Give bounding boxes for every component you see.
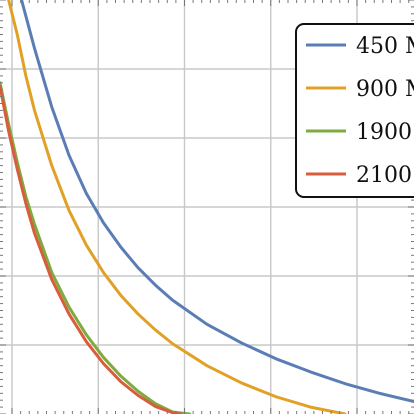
series-line-2 xyxy=(7,0,347,414)
legend-label-1900: 1900 MHz xyxy=(356,120,414,145)
legend-box xyxy=(295,23,414,198)
legend-label-450: 450 MHz xyxy=(356,34,414,59)
legend-label-900: 900 MHz xyxy=(356,77,414,102)
legend-label-2100: 2100 MHz xyxy=(356,163,414,188)
series-line-1 xyxy=(20,0,414,404)
series-line-3 xyxy=(0,81,192,414)
series-line-4 xyxy=(0,84,183,414)
legend: 450 MHz 900 MHz 1900 MHz 2100 MHz xyxy=(295,23,414,198)
